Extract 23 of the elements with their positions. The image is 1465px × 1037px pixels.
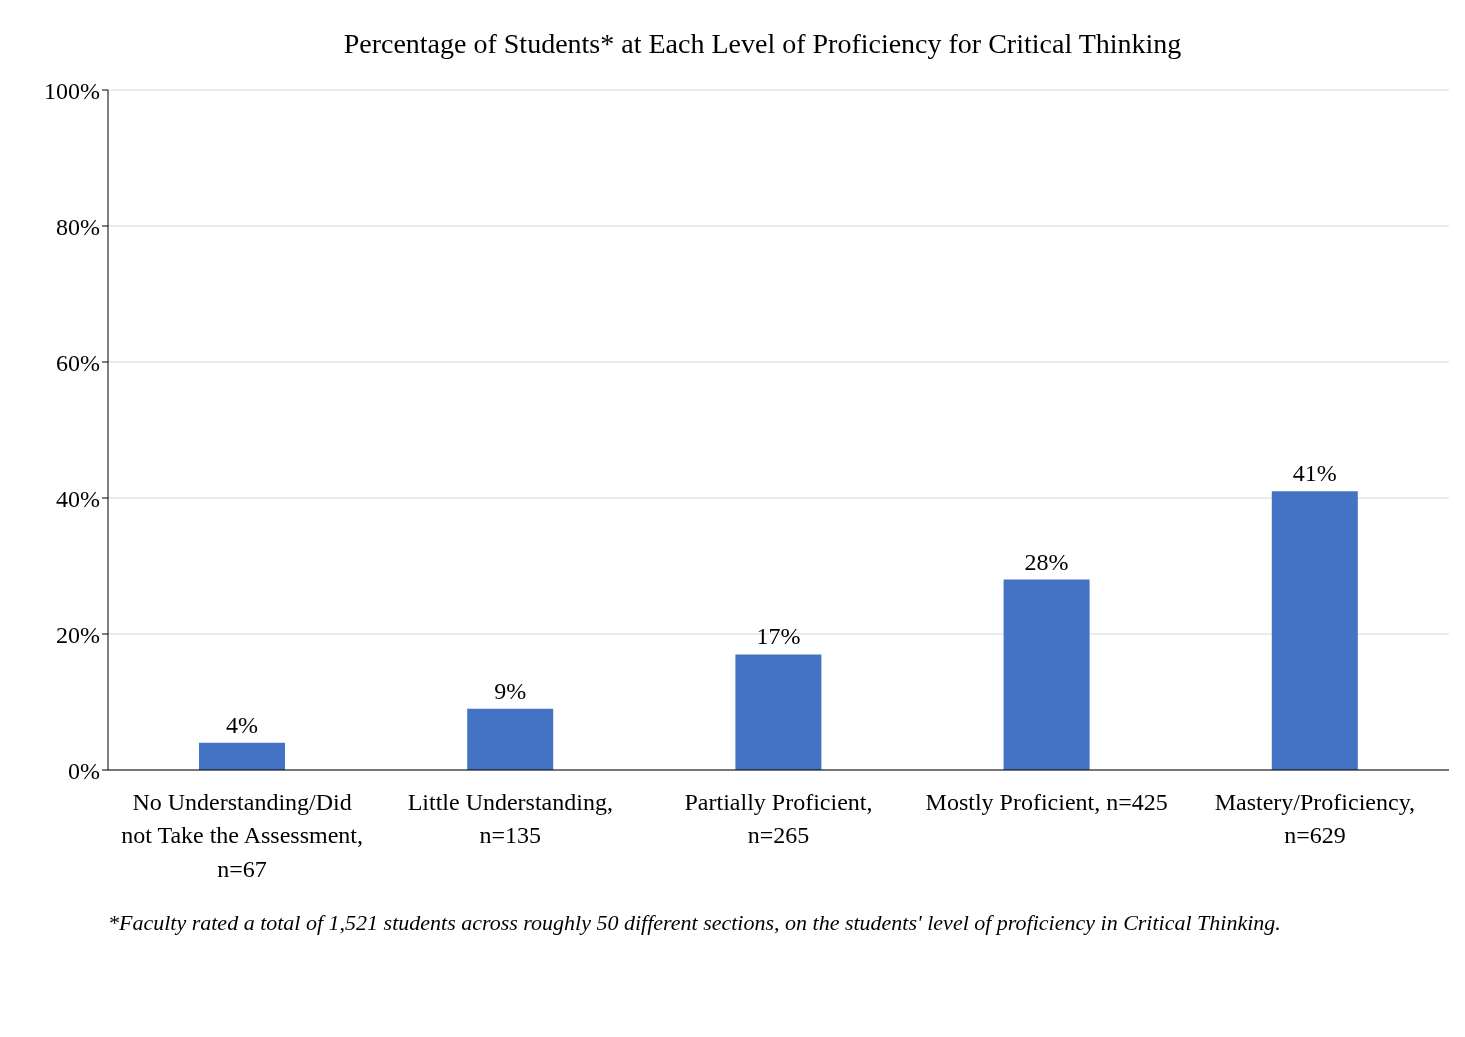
x-tick-label: No Understanding/Did not Take the Assessment, n=67 [121,788,364,882]
data-label: 9% [494,677,527,704]
x-tick-label: Mastery/Proficiency, n=629 [1214,788,1416,849]
data-label: 28% [1024,548,1069,575]
y-tick-label: 20% [56,621,100,648]
x-tick-label: Little Understanding, n=135 [407,788,613,849]
data-label: 41% [1292,460,1337,487]
bar [1003,579,1090,770]
text: *Faculty rated a total of 1,521 students across roughly 50 different sections, on the students' level of proficiency in Critical Thinking. [107,910,1282,936]
data-label: 4% [226,711,258,738]
y-tick-label: 60% [56,349,100,376]
bar [199,742,285,770]
bar [467,708,554,770]
data-label: 17% [756,623,801,650]
y-tick-label: 0% [68,757,100,784]
bar [735,654,822,770]
x-tick-label: Mostly Proficient, n=425 [925,788,1168,815]
x-tick-label: Partially Proficient, n=265 [684,788,873,849]
bar [1271,491,1358,770]
y-tick-label: 100% [44,77,100,104]
y-tick-label: 80% [56,213,100,240]
y-tick-label: 40% [56,485,100,512]
chart-title: Percentage of Students* at Each Level of Proficiency for Critical Thinking [342,27,1183,61]
